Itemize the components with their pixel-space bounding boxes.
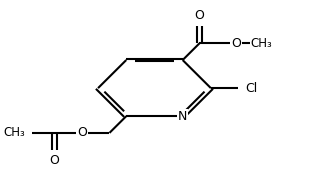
Text: O: O: [50, 154, 60, 167]
Text: N: N: [178, 110, 187, 123]
Text: O: O: [77, 126, 87, 139]
Text: Cl: Cl: [245, 82, 257, 95]
Text: CH₃: CH₃: [250, 37, 272, 50]
Text: CH₃: CH₃: [4, 126, 26, 139]
Text: O: O: [195, 9, 204, 22]
Text: O: O: [232, 37, 241, 50]
